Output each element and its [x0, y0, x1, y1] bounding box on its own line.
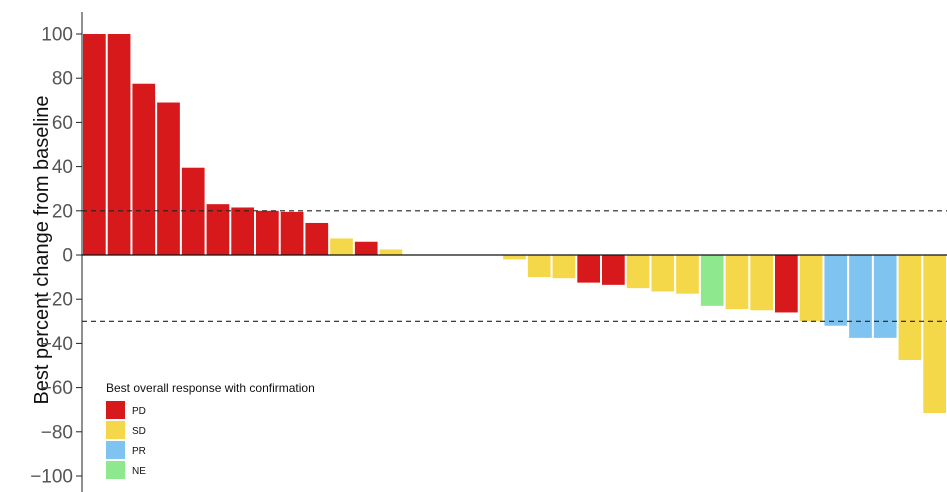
bar	[824, 255, 848, 326]
y-axis-ticks: 100 80 60 40 20 0 −20 −40 −60 −80 −100	[30, 25, 82, 488]
y-tick-label: 0	[62, 246, 73, 267]
y-axis-label: Best percent change from baseline	[31, 95, 53, 404]
bar	[626, 255, 650, 289]
bar	[750, 255, 773, 311]
bar	[873, 255, 897, 338]
bar	[923, 255, 946, 414]
bar	[775, 255, 798, 313]
bar	[799, 255, 823, 322]
bar	[354, 241, 378, 255]
bar	[256, 210, 279, 255]
bar	[83, 34, 106, 255]
bar	[527, 255, 551, 278]
reference-lines	[82, 210, 947, 322]
bar	[157, 102, 180, 255]
bar	[379, 249, 403, 255]
legend-swatch	[106, 421, 125, 439]
y-tick-label: 20	[52, 201, 73, 222]
bar	[849, 255, 872, 338]
legend-label: NE	[132, 466, 146, 477]
bar	[330, 238, 353, 255]
bar	[700, 255, 724, 306]
legend-label: PD	[132, 406, 146, 417]
bar	[206, 204, 230, 255]
y-tick-label: −60	[41, 378, 73, 399]
legend-swatch	[106, 461, 125, 479]
legend-items: PD SD PR NE	[106, 401, 146, 479]
bar	[725, 255, 749, 310]
y-tick-label: −20	[41, 290, 73, 311]
bar	[651, 255, 675, 292]
legend-swatch	[106, 401, 125, 419]
bar	[552, 255, 576, 279]
bar	[280, 211, 304, 255]
bars-group	[83, 34, 946, 414]
legend-label: PR	[132, 446, 146, 457]
legend: Best overall response with confirmation …	[106, 381, 315, 479]
bar	[676, 255, 699, 294]
y-tick-label: 40	[52, 157, 73, 178]
legend-swatch	[106, 441, 125, 459]
legend-title: Best overall response with confirmation	[106, 381, 315, 395]
y-tick-label: 100	[41, 25, 73, 46]
bar	[231, 207, 254, 255]
y-tick-label: 80	[52, 69, 73, 90]
bar	[602, 255, 625, 285]
y-tick-label: −40	[41, 334, 73, 355]
legend-label: SD	[132, 426, 146, 437]
bar	[107, 34, 131, 255]
bar	[577, 255, 600, 283]
y-tick-label: −100	[30, 467, 73, 488]
y-tick-label: 60	[52, 113, 73, 134]
bar	[305, 222, 329, 255]
bar	[503, 255, 526, 260]
bar	[132, 83, 156, 255]
y-tick-label: −80	[41, 422, 73, 443]
bar	[898, 255, 922, 360]
